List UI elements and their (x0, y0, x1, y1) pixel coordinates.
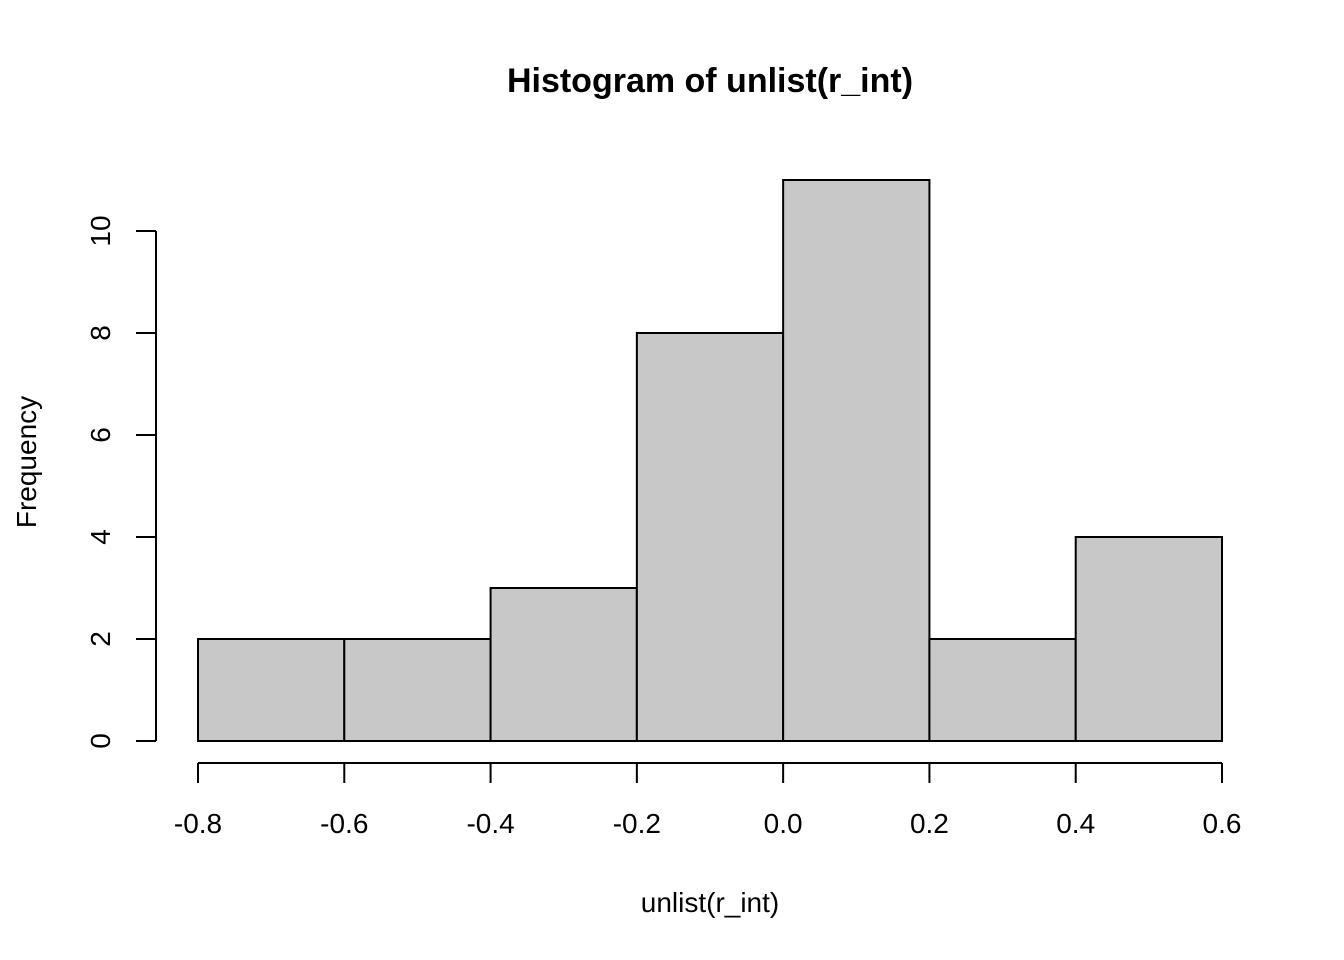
x-tick-label-1: -0.8 (174, 808, 222, 839)
histogram-bar-7 (1074, 536, 1223, 742)
y-axis-label: Frequency (11, 396, 42, 528)
x-tick-label-4: -0.2 (613, 808, 661, 839)
bars-group (197, 179, 1223, 742)
x-tick-label-6: 0.2 (910, 808, 949, 839)
x-tick-label-8: 0.6 (1203, 808, 1242, 839)
y-tick-label-2: 2 (85, 631, 116, 647)
x-tick-label-7: 0.4 (1056, 808, 1095, 839)
x-tick-label-3: -0.4 (466, 808, 514, 839)
y-axis-ticks: 0 2 4 6 8 10 (85, 215, 156, 749)
histogram-bar-6 (928, 638, 1077, 742)
histogram-bar-1 (197, 638, 346, 742)
y-tick-label-5: 8 (85, 325, 116, 341)
x-axis-label: unlist(r_int) (641, 887, 779, 918)
histogram-bar-3 (489, 587, 638, 742)
chart-title: Histogram of unlist(r_int) (507, 62, 913, 100)
y-tick-label-1: 0 (85, 733, 116, 749)
x-tick-label-5: 0.0 (764, 808, 803, 839)
histogram-bar-5 (782, 179, 931, 742)
histogram-bar-2 (343, 638, 492, 742)
histogram-bar-4 (635, 332, 785, 742)
y-tick-label-4: 6 (85, 427, 116, 443)
y-tick-label-6: 10 (85, 215, 116, 246)
x-axis-ticks: -0.8 -0.6 -0.4 -0.2 0.0 0.2 0.4 0.6 (174, 763, 1242, 839)
x-tick-label-2: -0.6 (320, 808, 368, 839)
y-tick-label-3: 4 (85, 529, 116, 545)
